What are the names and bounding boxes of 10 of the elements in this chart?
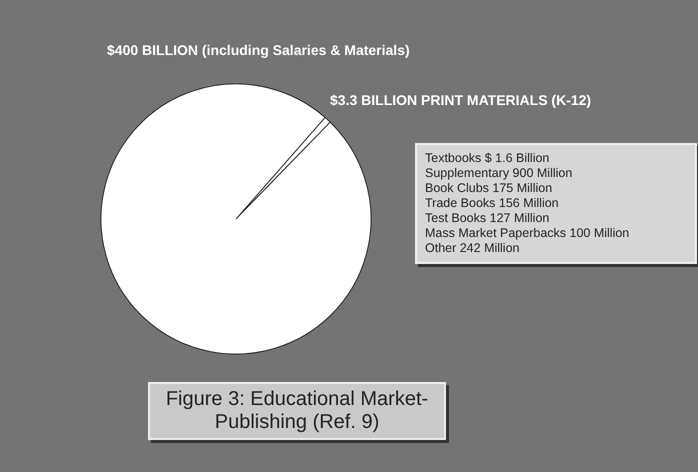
text: Supplementary 900 Million	[425, 166, 574, 181]
text: Other 242 Million	[425, 241, 520, 256]
text: Figure 3: Educational Market-Publishing (Ref. 9)	[148, 382, 446, 440]
slice-label: $400 BILLION (including Salaries & Materials)	[107, 42, 410, 58]
text: Textbooks $ 1.6 Billion	[425, 151, 550, 166]
text: Trade Books 156 Million	[425, 196, 560, 211]
slice-label: $3.3 BILLION PRINT MATERIALS (K-12)	[330, 92, 592, 108]
text: Test Books 127 Million	[425, 211, 550, 226]
text: Book Clubs 175 Million	[425, 181, 554, 196]
text: Mass Market Paperbacks 100 Million	[425, 226, 630, 241]
